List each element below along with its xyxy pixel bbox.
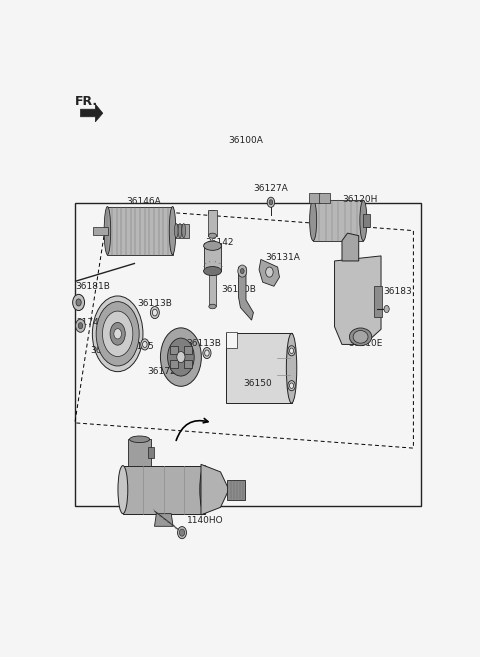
Bar	[170, 360, 178, 368]
Ellipse shape	[130, 436, 150, 443]
Ellipse shape	[360, 200, 367, 240]
Text: 36113B: 36113B	[186, 339, 221, 348]
Bar	[93, 227, 108, 235]
Text: 36146A: 36146A	[126, 197, 161, 206]
Circle shape	[238, 265, 247, 277]
Polygon shape	[155, 514, 173, 526]
Ellipse shape	[160, 328, 202, 386]
Circle shape	[288, 346, 295, 356]
FancyArrowPatch shape	[176, 419, 208, 440]
Bar	[227, 332, 237, 348]
Bar	[75, 203, 421, 507]
Circle shape	[153, 309, 157, 316]
Circle shape	[72, 294, 84, 311]
Ellipse shape	[204, 241, 221, 250]
Text: 36130B: 36130B	[221, 285, 256, 294]
Circle shape	[269, 200, 273, 205]
Bar	[373, 286, 382, 317]
Circle shape	[384, 306, 389, 313]
Circle shape	[76, 319, 85, 332]
Bar	[363, 214, 370, 227]
Polygon shape	[201, 464, 229, 515]
Circle shape	[141, 339, 149, 350]
Text: 36120H: 36120H	[343, 195, 378, 204]
Circle shape	[150, 307, 159, 319]
Ellipse shape	[349, 328, 372, 346]
Text: 36115: 36115	[126, 342, 155, 351]
Circle shape	[178, 526, 186, 539]
Bar	[208, 210, 216, 236]
Text: 36172F: 36172F	[147, 367, 181, 376]
Bar	[313, 200, 363, 240]
Text: 21742: 21742	[77, 318, 105, 327]
Bar	[209, 270, 216, 306]
Circle shape	[78, 323, 83, 328]
Text: 36113B: 36113B	[137, 298, 172, 307]
Bar	[309, 193, 320, 203]
Circle shape	[289, 348, 294, 353]
Circle shape	[203, 348, 211, 359]
Bar	[204, 243, 221, 271]
Ellipse shape	[287, 333, 297, 403]
Circle shape	[204, 350, 209, 356]
Ellipse shape	[209, 304, 216, 309]
Ellipse shape	[310, 200, 317, 240]
Bar	[108, 206, 172, 255]
Bar	[172, 223, 189, 238]
Text: FR.: FR.	[75, 95, 98, 108]
Polygon shape	[335, 256, 381, 344]
Circle shape	[266, 267, 273, 277]
Polygon shape	[259, 260, 279, 286]
Bar	[184, 346, 192, 354]
Text: 1140HO: 1140HO	[186, 516, 223, 525]
Ellipse shape	[110, 323, 125, 345]
Bar	[184, 360, 192, 368]
Polygon shape	[81, 104, 103, 122]
Ellipse shape	[353, 330, 368, 343]
Bar	[319, 193, 330, 203]
Bar	[123, 466, 204, 514]
Ellipse shape	[182, 223, 186, 238]
Text: 36110E: 36110E	[348, 339, 382, 348]
Circle shape	[76, 299, 81, 306]
Ellipse shape	[114, 328, 121, 339]
Circle shape	[288, 380, 295, 391]
Ellipse shape	[103, 311, 133, 357]
Ellipse shape	[96, 302, 139, 366]
Text: 36170: 36170	[90, 346, 119, 355]
Text: 36150: 36150	[243, 380, 272, 388]
Ellipse shape	[208, 210, 216, 215]
Bar	[227, 480, 245, 500]
Circle shape	[267, 197, 275, 208]
Ellipse shape	[208, 233, 216, 238]
Ellipse shape	[178, 223, 182, 238]
Bar	[227, 333, 291, 403]
Ellipse shape	[204, 267, 221, 276]
Ellipse shape	[118, 466, 128, 514]
Bar	[170, 346, 178, 354]
Polygon shape	[342, 233, 359, 261]
Text: 36127A: 36127A	[253, 184, 288, 193]
Circle shape	[240, 269, 244, 273]
Text: 36183: 36183	[384, 287, 412, 296]
Ellipse shape	[200, 466, 210, 514]
Bar	[148, 447, 154, 458]
Text: 36131A: 36131A	[266, 253, 300, 262]
Ellipse shape	[174, 223, 178, 238]
Circle shape	[289, 383, 294, 388]
Ellipse shape	[92, 296, 143, 372]
Ellipse shape	[169, 206, 176, 255]
Ellipse shape	[104, 206, 111, 255]
Circle shape	[143, 342, 147, 348]
Circle shape	[180, 529, 185, 536]
Bar	[129, 440, 151, 466]
Polygon shape	[239, 267, 253, 320]
Circle shape	[177, 351, 185, 363]
Ellipse shape	[168, 338, 194, 376]
Text: 36181B: 36181B	[75, 283, 110, 291]
Text: 36100A: 36100A	[228, 135, 264, 145]
Text: 36142: 36142	[206, 238, 234, 247]
